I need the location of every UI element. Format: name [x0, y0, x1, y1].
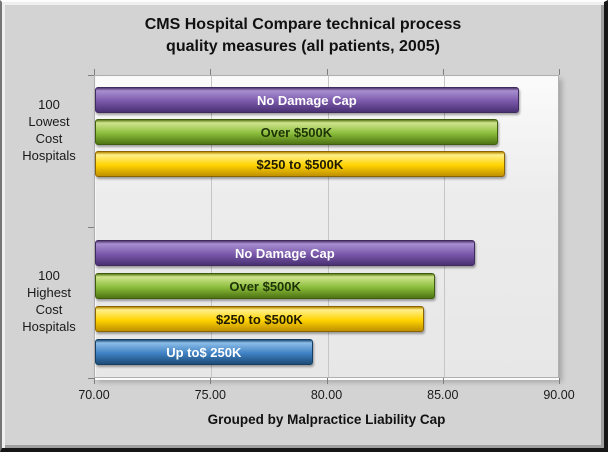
category-label: 100 Lowest Cost Hospitals: [6, 96, 92, 164]
x-axis-tick: [326, 378, 328, 384]
x-axis-tick: [94, 69, 95, 75]
category-label-line: Lowest: [28, 114, 70, 129]
bar-label: No Damage Cap: [256, 93, 357, 108]
x-axis-tick: [442, 378, 444, 384]
category-label: 100 Highest Cost Hospitals: [6, 267, 92, 335]
category-label-line: Cost: [35, 301, 63, 317]
x-tick-label: 80.00: [310, 388, 343, 402]
bar-label: No Damage Cap: [234, 246, 335, 261]
bar-green: Over $500K: [95, 273, 436, 299]
bar-label: Over $500K: [229, 279, 301, 294]
gridline: [327, 76, 329, 377]
x-axis-tick: [442, 69, 444, 75]
bar-label: Up to$ 250K: [166, 345, 242, 360]
x-tick-label: 90.00: [543, 388, 575, 402]
category-label-line: Highest: [26, 284, 72, 300]
x-axis-tick: [559, 69, 560, 75]
x-axis-title: Grouped by Malpractice Liability Cap: [207, 412, 446, 427]
bar-yellow: $250 to $500K: [95, 306, 424, 332]
bar-yellow: $250 to $500K: [95, 151, 505, 177]
chart-title: CMS Hospital Compare technical process q…: [2, 14, 604, 58]
x-tick-label: 85.00: [427, 388, 459, 402]
chart-title-line1: CMS Hospital Compare technical process: [144, 16, 462, 33]
bar-green: Over $500K: [95, 119, 498, 145]
bar-label: Over $500K: [260, 125, 333, 140]
bar-label: $250 to $500K: [256, 157, 344, 172]
y-axis-tick: [88, 75, 94, 76]
bar-purple: No Damage Cap: [95, 240, 475, 266]
x-axis-tick: [559, 378, 560, 384]
bar-blue: Up to$ 250K: [95, 339, 313, 365]
x-axis-tick: [210, 378, 212, 384]
x-tick-label: 75.00: [194, 388, 226, 402]
bar-purple: No Damage Cap: [95, 87, 519, 113]
chart-title-line2: quality measures (all patients, 2005): [166, 38, 440, 55]
category-label-line: Hospitals: [22, 318, 76, 334]
plot-area: No Damage Cap Over $500K $250 to $500K No D…: [94, 75, 559, 378]
x-tick-label: 70.00: [78, 388, 110, 402]
x-axis-tick: [326, 69, 328, 75]
gridline: [443, 76, 445, 377]
x-axis-tick: [210, 69, 212, 75]
category-label-line: Hospitals: [22, 148, 76, 163]
y-axis-tick: [88, 226, 94, 228]
category-label-line: 100: [38, 267, 60, 283]
gridline: [211, 76, 213, 377]
x-axis-tick: [94, 378, 95, 384]
y-axis-tick: [88, 378, 94, 379]
category-label-line: Cost: [35, 131, 63, 146]
category-label-line: 100: [38, 97, 60, 112]
bar-label: $250 to $500K: [215, 312, 303, 327]
